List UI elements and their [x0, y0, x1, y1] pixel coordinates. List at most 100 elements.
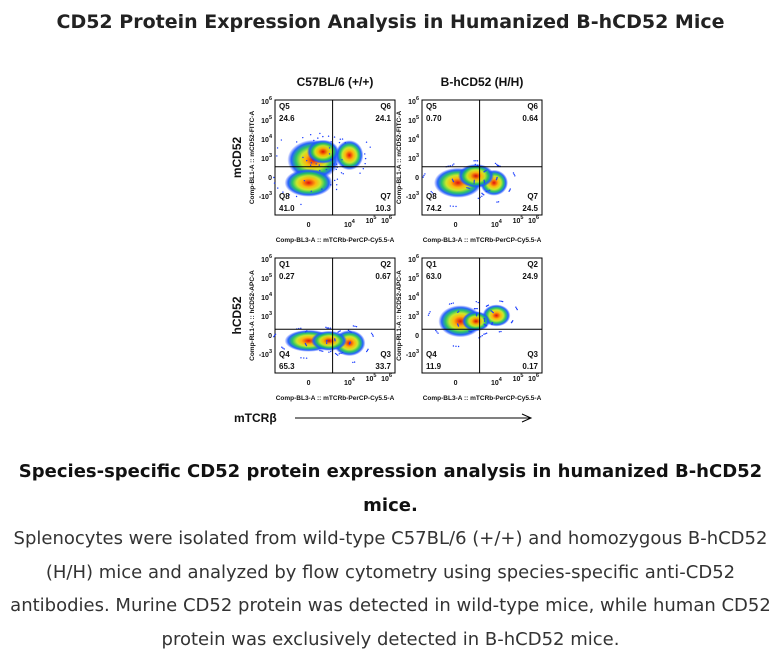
quadrant-value: 11.9 — [426, 362, 442, 371]
tick-label: -103 — [259, 349, 272, 359]
scatter-dot — [452, 345, 455, 347]
scatter-dot — [469, 330, 471, 333]
tick-label: 0 — [307, 222, 311, 229]
tick-label: 103 — [261, 311, 272, 321]
tick-base: 10 — [344, 380, 352, 387]
tick-exp: 3 — [269, 349, 272, 355]
tick-exp: 4 — [416, 292, 420, 298]
scatter-dot — [473, 160, 475, 162]
quadrant-name: Q4 — [426, 350, 437, 359]
scatter-dot — [300, 327, 302, 330]
density-blob — [462, 311, 490, 332]
scatter-dot — [338, 330, 340, 333]
scatter-dot — [276, 155, 278, 157]
scatter-dot — [452, 302, 454, 304]
scatter-dot — [476, 164, 479, 167]
scatter-dot — [450, 302, 453, 305]
scatter-dot — [319, 132, 321, 135]
scatter-dot — [359, 172, 361, 174]
tick-exp: 6 — [416, 254, 419, 260]
scatter-dot — [429, 311, 431, 313]
tick-base: -10 — [259, 352, 269, 359]
scatter-dot — [333, 163, 335, 165]
quadrant-name: Q1 — [279, 260, 290, 269]
quadrant-name: Q8 — [279, 192, 290, 201]
x-axis-label: Comp-BL3-A :: mTCRb-PerCP-Cy5.5-A — [423, 237, 542, 244]
scatter-dot — [372, 335, 374, 337]
tick-label: 104 — [344, 219, 356, 229]
scatter-dot — [276, 147, 279, 149]
tick-label: 106 — [261, 96, 272, 106]
scatter-dot — [473, 179, 476, 182]
quadrant-name: Q8 — [426, 192, 437, 201]
tick-exp: 6 — [269, 96, 272, 102]
scatter-dot — [470, 330, 472, 333]
scatter-dot — [328, 327, 330, 329]
scatter-dot — [333, 179, 336, 182]
scatter-dot — [455, 205, 457, 208]
quadrant-name: Q7 — [527, 192, 538, 201]
scatter-dot — [428, 312, 430, 315]
y-axis-label: Comp-BL1-A :: mCD52-FITC-A — [396, 111, 403, 205]
tick-exp: 4 — [352, 377, 356, 383]
density-blob — [458, 163, 494, 188]
scatter-dot — [479, 336, 482, 338]
scatter-dot — [295, 141, 298, 143]
scatter-dot — [341, 138, 344, 140]
scatter-dot — [485, 190, 487, 193]
scatter-dot — [483, 194, 485, 196]
scatter-dot — [306, 159, 308, 162]
tick-exp: 4 — [352, 219, 356, 225]
tick-exp: 5 — [269, 273, 272, 279]
tick-base: -10 — [259, 194, 269, 201]
scatter-dot — [483, 319, 486, 321]
scatter-dot — [483, 171, 485, 173]
tick-base: 0 — [268, 175, 272, 182]
scatter-dot — [437, 332, 439, 334]
scatter-dot — [512, 320, 514, 322]
scatter-dot — [326, 339, 328, 342]
scatter-dot — [302, 156, 304, 159]
tick-label: 0 — [307, 380, 311, 387]
x-axis-label: Comp-BL3-A :: mTCRb-PerCP-Cy5.5-A — [423, 395, 542, 402]
scatter-dot — [337, 331, 339, 333]
scatter-dot — [475, 160, 477, 162]
tick-label: 105 — [366, 215, 377, 225]
scatter-dot — [455, 345, 457, 348]
tick-label: 0 — [415, 175, 419, 182]
density — [273, 132, 371, 206]
scatter-dot — [303, 357, 305, 359]
scatter-dot — [334, 352, 337, 355]
scatter-dot — [500, 300, 502, 302]
tick-label: 0 — [454, 222, 458, 229]
scatter-dot — [330, 158, 332, 161]
quadrant-name: Q4 — [279, 350, 290, 359]
density-blob — [307, 139, 339, 164]
tick-base: 0 — [454, 222, 458, 229]
tick-base: 10 — [261, 118, 269, 125]
scatter-dot — [333, 338, 336, 340]
tick-exp: 4 — [499, 219, 503, 225]
scatter-dot — [335, 168, 338, 171]
scatter-dot — [508, 190, 510, 192]
scatter-dot — [448, 303, 451, 305]
tick-exp: 6 — [536, 215, 539, 221]
scatter-dot — [338, 141, 341, 144]
quadrant-name: Q7 — [380, 192, 391, 201]
scatter-dot — [485, 324, 487, 327]
scatter-dot — [305, 344, 308, 347]
scatter-dot — [482, 193, 484, 195]
scatter-dot — [365, 350, 368, 353]
scatter-dot — [335, 353, 338, 356]
quadrant-value: 0.70 — [426, 114, 442, 123]
scatter-dot — [283, 348, 285, 350]
tick-base: -10 — [406, 194, 416, 201]
scatter-dot — [364, 162, 366, 165]
scatter-dot — [273, 334, 276, 337]
scatter-dot — [509, 189, 511, 191]
scatter-dot — [328, 153, 331, 155]
scatter-dot — [364, 153, 366, 155]
caption-text: Splenocytes were isolated from wild-type… — [10, 528, 771, 650]
tick-exp: 5 — [520, 215, 523, 221]
tick-label: 105 — [408, 273, 419, 283]
